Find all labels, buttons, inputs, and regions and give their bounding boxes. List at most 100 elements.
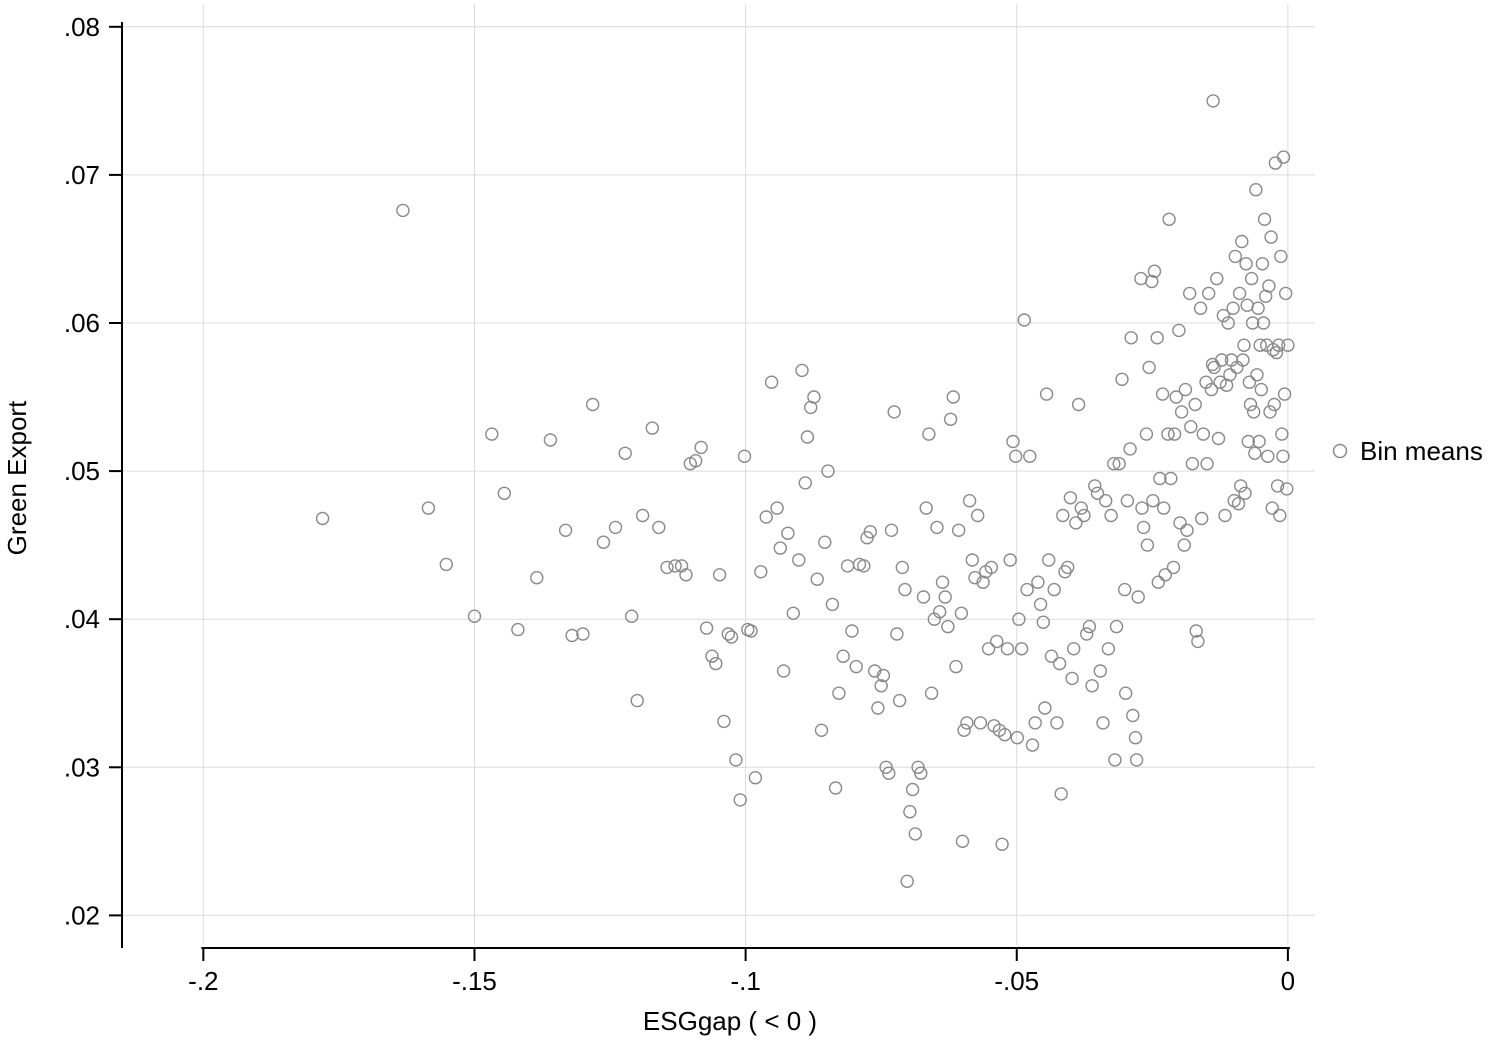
scatter-point xyxy=(1263,405,1277,419)
scatter-point xyxy=(1041,553,1056,567)
scatter-point xyxy=(1126,708,1140,723)
scatter-point xyxy=(882,766,896,780)
scatter-point xyxy=(1135,501,1149,515)
scatter-point xyxy=(1093,664,1108,678)
scatter-point xyxy=(679,568,693,582)
scatter-point xyxy=(818,535,832,549)
scatter-point xyxy=(1047,582,1061,597)
scatter-point xyxy=(903,805,917,819)
scatter-point xyxy=(1174,405,1189,419)
scatter-point xyxy=(1280,482,1294,496)
y-tick-label: .08 xyxy=(64,12,100,42)
scatter-point xyxy=(876,668,891,683)
scatter-point xyxy=(832,686,846,700)
scatter-point xyxy=(1044,649,1059,663)
scatter-point xyxy=(955,834,970,848)
scatter-point xyxy=(1115,372,1129,386)
scatter-point xyxy=(1090,486,1105,500)
scatter-point xyxy=(530,571,544,585)
scatter-point xyxy=(1167,427,1182,441)
scatter-point xyxy=(930,520,944,535)
scatter-point xyxy=(968,571,982,585)
scatter-point xyxy=(1248,446,1262,460)
scatter-point xyxy=(1107,457,1121,471)
scatter-point xyxy=(729,753,743,767)
scatter-point xyxy=(1271,338,1286,352)
scatter-point xyxy=(949,659,963,674)
scatter-point xyxy=(1239,257,1253,271)
scatter-point xyxy=(1124,331,1138,345)
scatter-point xyxy=(635,508,650,523)
scatter-point xyxy=(737,449,752,463)
y-tick-label: .07 xyxy=(64,160,100,190)
scatter-point xyxy=(1226,301,1240,315)
scatter-point xyxy=(1169,390,1183,404)
scatter-point xyxy=(1182,286,1197,301)
scatter-point xyxy=(800,430,815,444)
scatter-point xyxy=(1098,494,1113,508)
scatter-point xyxy=(1155,387,1170,401)
scatter-point xyxy=(694,440,708,455)
scatter-point xyxy=(1153,471,1167,486)
scatter-point xyxy=(1112,457,1126,471)
scatter-point xyxy=(558,523,573,537)
y-tick-label: .05 xyxy=(64,456,100,486)
scatter-point xyxy=(1108,753,1122,767)
scatter-point xyxy=(990,634,1004,649)
scatter-point xyxy=(733,793,747,807)
scatter-point xyxy=(754,565,768,579)
scatter-point xyxy=(1194,511,1209,526)
scatter-point xyxy=(744,624,758,638)
scatter-point xyxy=(1166,560,1181,575)
scatter-point xyxy=(1136,520,1151,535)
scatter-point xyxy=(952,523,966,537)
scatter-point xyxy=(933,605,947,619)
scatter-point xyxy=(1243,397,1258,412)
scatter-point xyxy=(976,575,990,589)
scatter-point xyxy=(1200,457,1214,471)
scatter-point xyxy=(1264,230,1278,244)
scatter-point xyxy=(1213,375,1227,389)
scatter-point xyxy=(770,501,784,515)
scatter-point xyxy=(1161,427,1175,441)
scatter-point xyxy=(1058,565,1072,579)
scatter-point xyxy=(596,535,611,549)
scatter-point xyxy=(674,559,689,573)
scatter-point xyxy=(795,363,809,378)
scatter-point xyxy=(1278,286,1293,301)
scatter-point xyxy=(1196,427,1211,441)
scatter-point xyxy=(998,728,1012,742)
scatter-point xyxy=(1031,575,1045,589)
scatter-point xyxy=(645,421,659,435)
scatter-point xyxy=(1069,516,1083,530)
scatter-point xyxy=(1178,382,1193,397)
scatter-point xyxy=(1129,753,1144,767)
scatter-point xyxy=(1193,301,1208,315)
scatter-point xyxy=(1109,619,1124,634)
scatter-point xyxy=(1210,271,1224,286)
scatter-point xyxy=(565,628,579,643)
scatter-point xyxy=(1188,397,1202,412)
scatter-point xyxy=(712,568,727,582)
scatter-point xyxy=(1268,156,1283,170)
scatter-point xyxy=(1251,301,1265,315)
scatter-point xyxy=(1185,457,1200,471)
scatter-point xyxy=(919,501,933,515)
scatter-point xyxy=(1256,316,1271,330)
scatter-point xyxy=(1063,491,1078,505)
scatter-point xyxy=(957,723,971,737)
scatter-point xyxy=(1191,634,1205,649)
x-tick-label: 0 xyxy=(1281,966,1295,996)
scatter-point xyxy=(705,649,719,663)
scatter-point xyxy=(1147,264,1162,278)
scatter-point xyxy=(1117,582,1132,597)
scatter-point xyxy=(798,476,812,490)
scatter-point xyxy=(914,766,928,780)
scatter-point xyxy=(1017,313,1032,327)
scatter-point xyxy=(1249,182,1263,197)
scatter-point xyxy=(660,560,674,575)
scatter-point xyxy=(887,405,901,419)
scatter-point xyxy=(874,679,888,693)
scatter-point xyxy=(1104,508,1118,523)
